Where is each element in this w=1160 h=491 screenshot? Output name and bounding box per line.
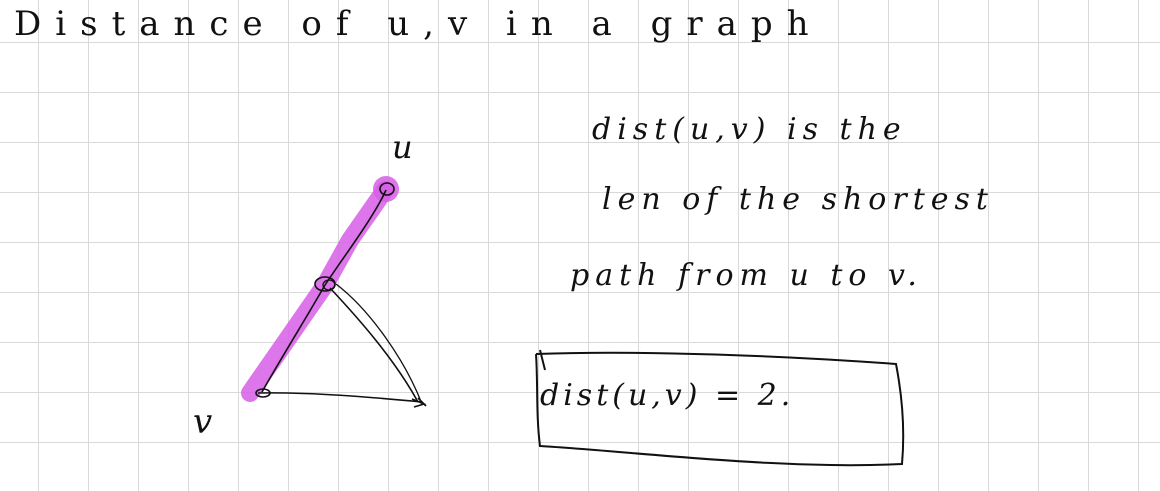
result-box-tick — [539, 349, 546, 371]
node-u — [379, 182, 395, 196]
definition-line-1: dist(u,v) is the — [592, 112, 907, 147]
node-label-u: u — [392, 128, 419, 166]
edge-mid-v — [261, 284, 326, 393]
node-w — [411, 397, 427, 408]
node-v — [255, 388, 271, 398]
result-box — [535, 351, 905, 467]
result-equation: dist(u,v) = 2. — [540, 378, 795, 413]
shortest-path-highlight — [241, 181, 394, 402]
edge-u-mid — [324, 189, 387, 286]
edge-mid-w — [329, 287, 419, 403]
edge-mid-w-retrace — [335, 283, 423, 405]
node-label-v: v — [193, 402, 219, 442]
highlight-dot-u — [373, 176, 399, 202]
edge-v-w — [257, 392, 423, 403]
node-middle-inner — [322, 279, 336, 291]
definition-line-2: len of the shortest — [602, 182, 994, 217]
definition-line-3: path from u to v. — [570, 258, 923, 293]
note-title: Distance of u,v in a graph — [14, 4, 823, 44]
